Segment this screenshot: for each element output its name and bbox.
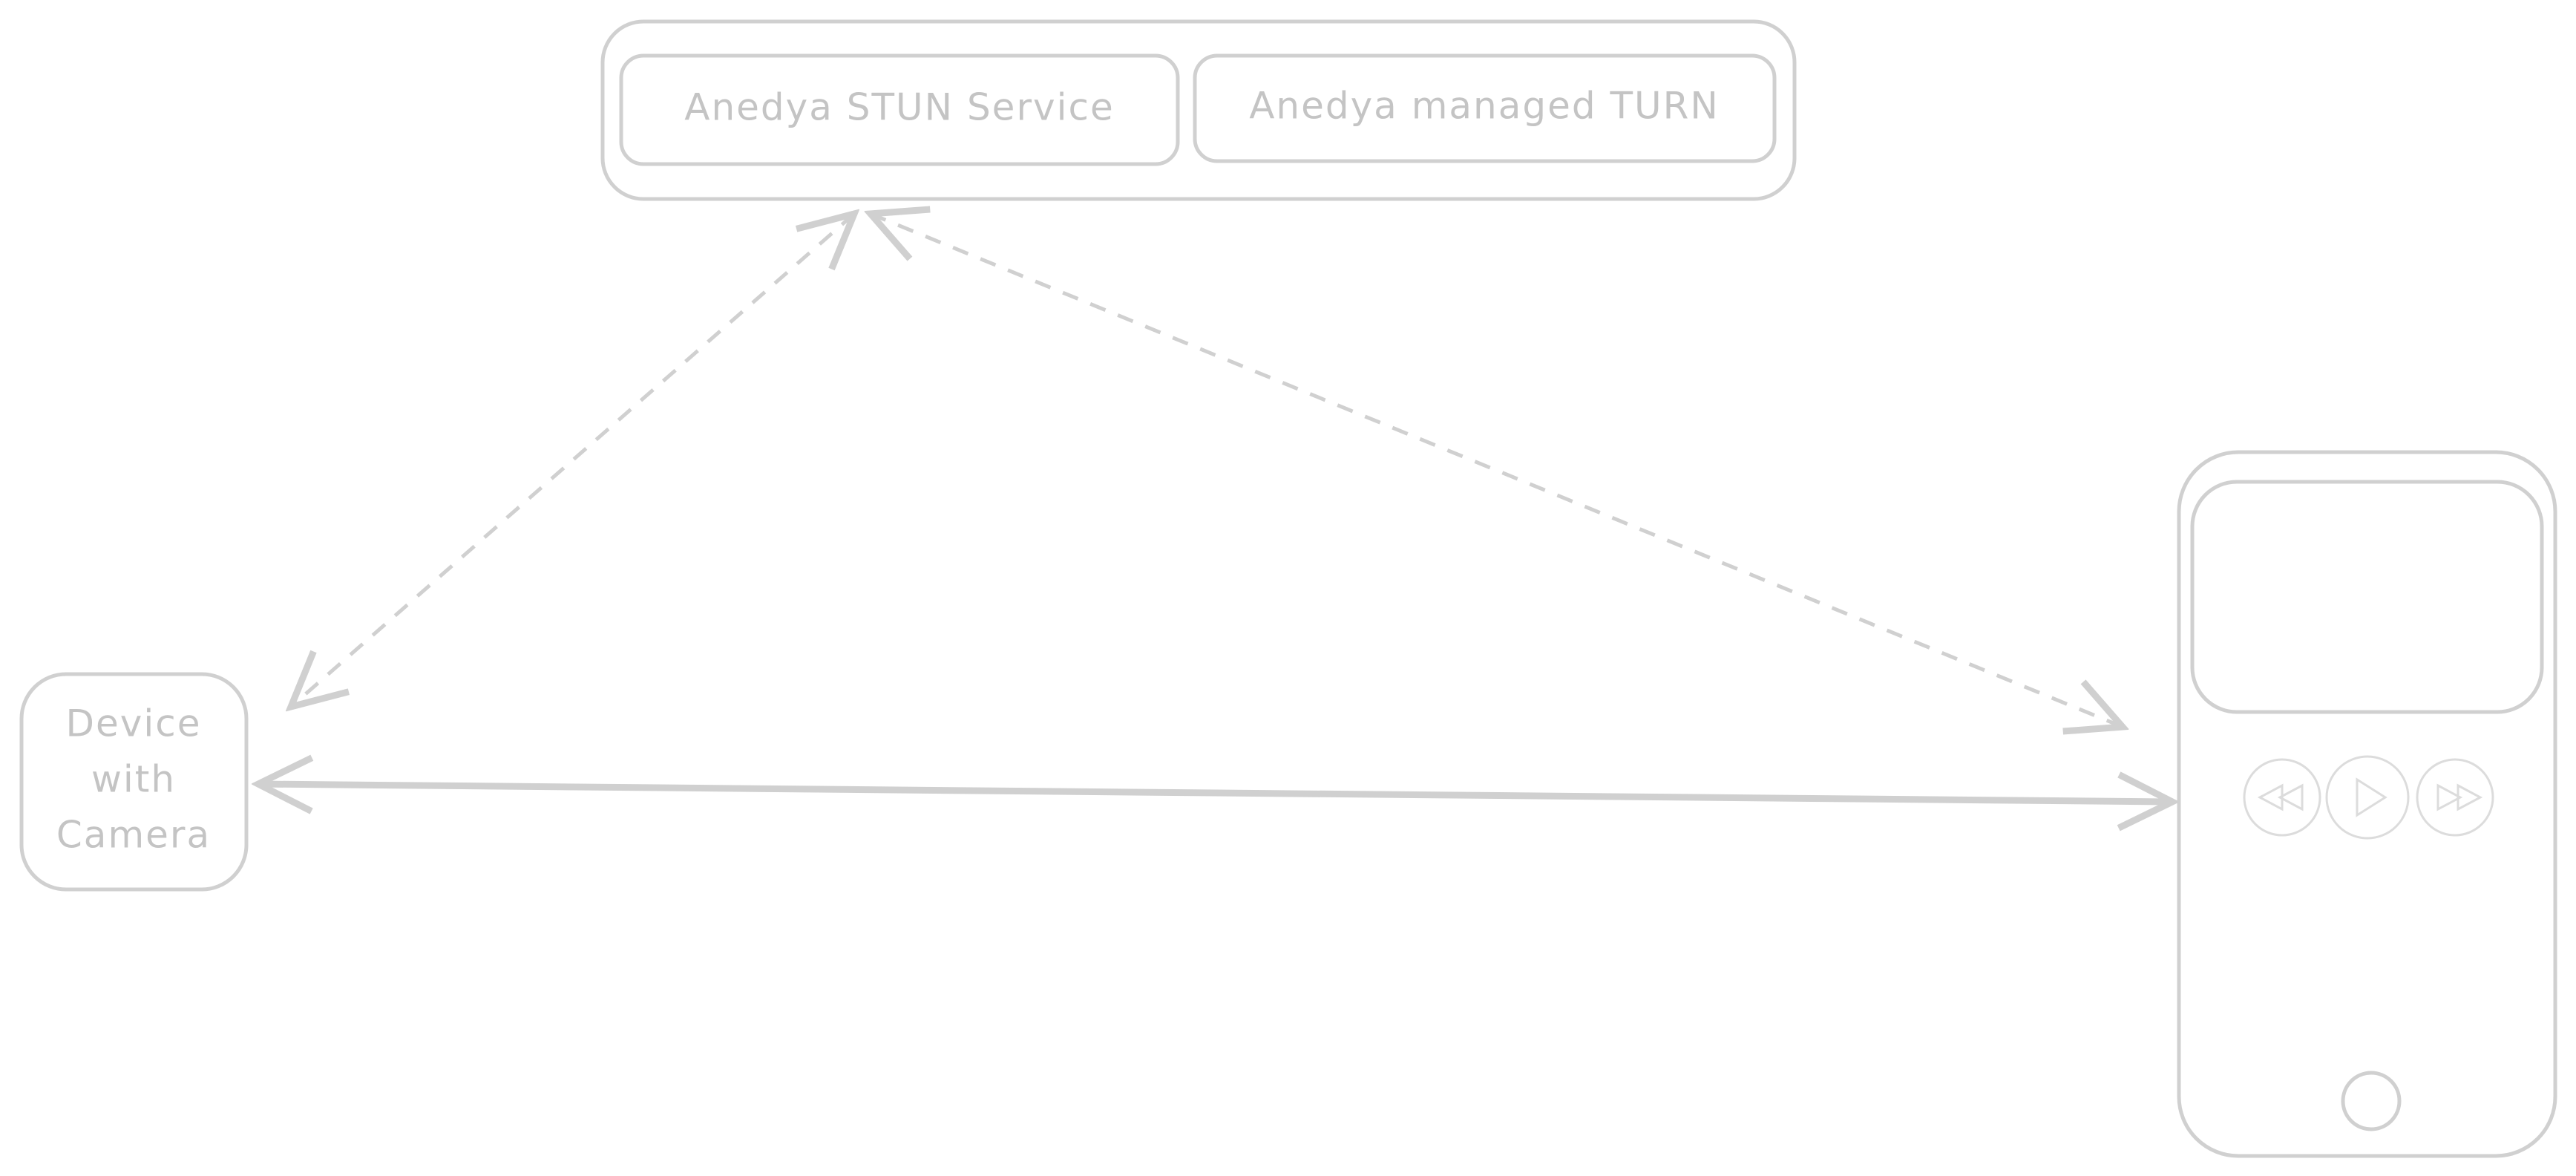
connector xyxy=(291,214,854,707)
phone-screen xyxy=(2190,480,2544,714)
turn-label: Anedya managed TURN xyxy=(1249,85,1720,128)
device-label: with xyxy=(91,758,176,801)
stun-box xyxy=(619,53,1180,166)
media-controls xyxy=(2243,755,2494,840)
phone xyxy=(2177,450,2557,1158)
device-box xyxy=(19,672,249,892)
home-button xyxy=(2341,1071,2402,1131)
device-label: Device xyxy=(66,702,202,745)
turn-box xyxy=(1193,53,1777,163)
server-group xyxy=(600,19,1797,201)
device-label: Camera xyxy=(56,814,211,857)
connector xyxy=(871,214,2123,727)
stun-label: Anedya STUN Service xyxy=(684,86,1114,129)
connector xyxy=(258,784,2172,802)
